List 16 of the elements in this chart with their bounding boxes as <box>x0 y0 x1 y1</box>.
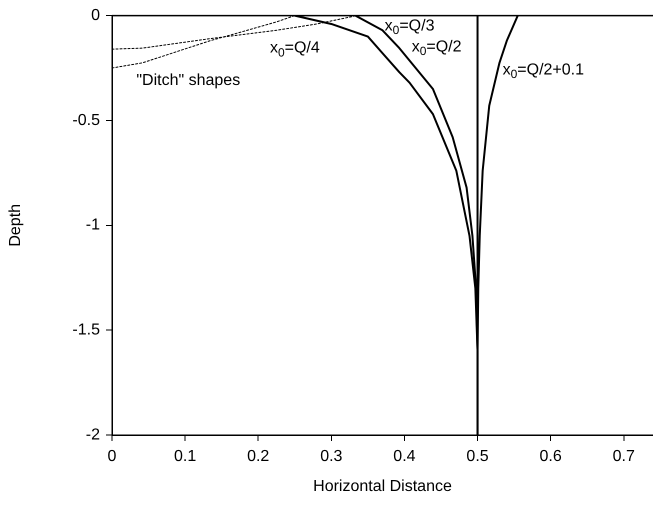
x-tick-label: 0.5 <box>466 448 489 466</box>
x-tick-label: 0 <box>108 448 117 466</box>
x-tick-label: 0.3 <box>320 448 343 466</box>
annotation: "Ditch" shapes <box>136 72 240 90</box>
y-tick-label: 0 <box>91 7 100 24</box>
x-tick-label: 0.4 <box>393 448 416 466</box>
x-tick-label: 0.1 <box>174 448 196 466</box>
x-tick-label: 0.7 <box>612 448 635 466</box>
y-tick-label: -1 <box>86 216 100 234</box>
y-tick-label: -1.5 <box>72 322 100 339</box>
y-tick-label: -2 <box>86 426 100 444</box>
x-tick-label: 0.2 <box>247 448 270 466</box>
y-tick-label: -0.5 <box>72 112 100 129</box>
x-axis-title: Horizontal Distance <box>313 478 452 495</box>
x-tick-label: 0.6 <box>540 448 562 466</box>
y-axis-title: Depth <box>7 204 24 247</box>
